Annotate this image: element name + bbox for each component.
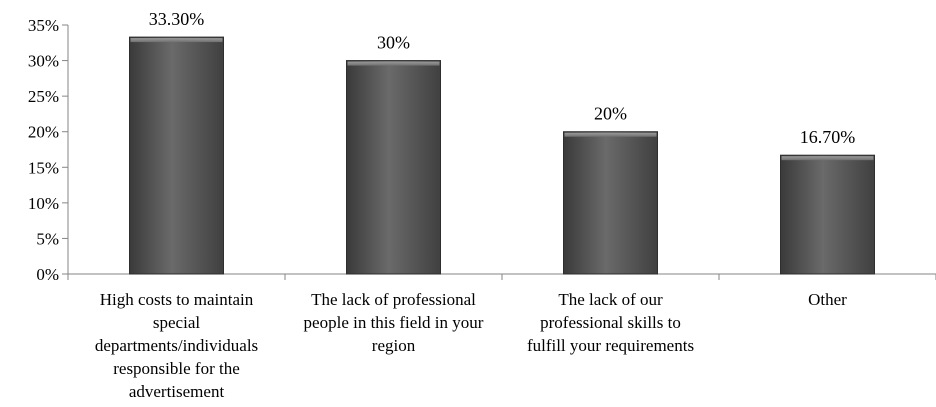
category-label-line: Other	[808, 290, 847, 309]
category-labels: High costs to maintain special departments…	[95, 290, 847, 401]
y-tick-label: 10%	[28, 194, 59, 213]
category-label-line: region	[372, 336, 416, 355]
bar	[563, 131, 658, 275]
category-label-line: special	[153, 313, 200, 332]
bar-bevel	[564, 132, 657, 137]
x-axis	[67, 273, 936, 280]
y-tick-label: 0%	[36, 265, 59, 284]
category-label-line: people in this field in your	[304, 313, 484, 332]
bar-body	[346, 60, 441, 275]
y-tick-label: 30%	[28, 52, 59, 71]
category-label: High costs to maintain special departments…	[95, 290, 258, 401]
category-label-line: professional skills to	[540, 313, 681, 332]
data-label: 33.30%	[149, 9, 205, 29]
bar-body	[780, 154, 875, 275]
category-label-line: departments/individuals	[95, 336, 258, 355]
bar-body	[563, 131, 658, 275]
category-label-line: The lack of professional	[311, 290, 476, 309]
y-axis: 0% 5% 10% 15% 20% 25% 30% 35%	[28, 16, 69, 284]
category-label-line: fulfill your requirements	[527, 336, 694, 355]
y-tick-label: 25%	[28, 87, 59, 106]
y-tick-label: 20%	[28, 123, 59, 142]
category-label-line: advertisement	[129, 382, 225, 401]
y-tick-label: 35%	[28, 16, 59, 35]
bars	[129, 36, 875, 275]
data-label: 16.70%	[800, 127, 856, 147]
bar	[780, 154, 875, 275]
y-tick-label: 15%	[28, 158, 59, 177]
bar-bevel	[130, 38, 223, 43]
data-label: 30%	[377, 33, 410, 53]
bar	[346, 60, 441, 275]
category-label-line: responsible for the	[113, 359, 240, 378]
bar-body	[129, 36, 224, 275]
data-label: 20%	[594, 104, 627, 124]
category-label: The lack of our professional skills to ful…	[527, 290, 694, 355]
category-label: The lack of professional people in this f…	[304, 290, 484, 355]
bar	[129, 36, 224, 275]
bar-bevel	[781, 156, 874, 161]
category-label-line: High costs to maintain	[100, 290, 254, 309]
category-label-line: The lack of our	[558, 290, 663, 309]
data-labels: 33.30% 30% 20% 16.70%	[149, 9, 856, 147]
y-tick-label: 5%	[36, 229, 59, 248]
bar-bevel	[347, 61, 440, 66]
category-label: Other	[808, 290, 847, 309]
